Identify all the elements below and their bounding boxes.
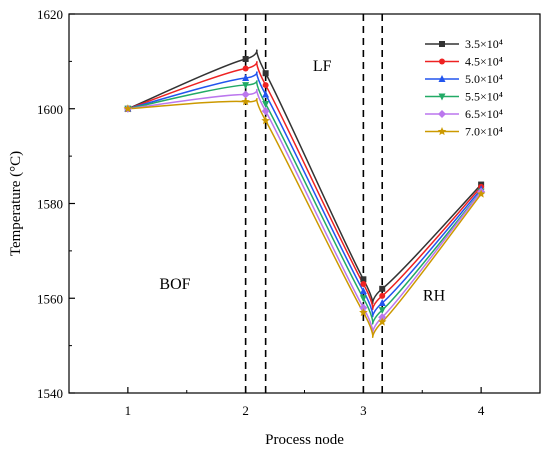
data-point bbox=[378, 313, 387, 322]
data-point bbox=[437, 127, 447, 136]
legend-entry-label: 5.0×10⁴ bbox=[465, 72, 503, 86]
data-point bbox=[438, 75, 446, 82]
data-point bbox=[262, 101, 270, 109]
data-point bbox=[438, 110, 446, 118]
x-tick-label: 2 bbox=[242, 403, 249, 418]
data-point bbox=[241, 97, 250, 106]
data-point bbox=[438, 93, 446, 101]
data-point bbox=[242, 65, 249, 72]
y-tick-label: 1600 bbox=[37, 102, 63, 117]
legend-entry-label: 3.5×10⁴ bbox=[465, 37, 503, 51]
y-tick-label: 1560 bbox=[37, 291, 63, 306]
series-line bbox=[127, 80, 482, 325]
y-tick-label: 1540 bbox=[37, 386, 63, 401]
y-axis-ticks: 1540 1560 1580 1600 1620 bbox=[37, 7, 75, 401]
data-point bbox=[360, 281, 367, 288]
data-point bbox=[241, 90, 250, 99]
data-point bbox=[359, 287, 367, 295]
region-label-bof: BOF bbox=[159, 276, 190, 293]
legend-entry-label: 6.5×10⁴ bbox=[465, 107, 503, 121]
data-point bbox=[262, 90, 270, 98]
data-point bbox=[359, 295, 367, 303]
data-point bbox=[261, 116, 270, 125]
data-point bbox=[378, 298, 386, 306]
x-tick-label: 4 bbox=[478, 403, 485, 418]
data-point bbox=[439, 41, 445, 47]
legend-entry-label: 4.5×10⁴ bbox=[465, 55, 503, 69]
data-point bbox=[262, 82, 269, 89]
x-tick-label: 1 bbox=[125, 403, 132, 418]
series-markers bbox=[123, 56, 486, 326]
series-line bbox=[127, 97, 482, 338]
data-point bbox=[123, 104, 133, 113]
y-tick-label: 1580 bbox=[37, 197, 63, 212]
data-point bbox=[379, 292, 386, 299]
series-lines bbox=[127, 49, 482, 338]
legend-entry-label: 5.5×10⁴ bbox=[465, 90, 503, 104]
data-point bbox=[242, 56, 249, 63]
x-axis-ticks: 1 2 3 4 bbox=[68, 387, 541, 418]
data-point bbox=[359, 303, 368, 312]
data-point bbox=[476, 189, 486, 198]
y-axis-title: Temperature (°C) bbox=[8, 151, 24, 256]
data-point bbox=[242, 73, 250, 81]
legend: 3.5×10⁴ 4.5×10⁴ 5.0×10⁴ 5.5×10⁴ 6.5×10⁴ 7.0×1… bbox=[425, 37, 503, 139]
data-point bbox=[439, 58, 445, 65]
region-label-rh: RH bbox=[423, 288, 446, 305]
series-line bbox=[127, 71, 482, 318]
data-point bbox=[262, 70, 269, 77]
data-point bbox=[261, 107, 270, 116]
x-axis-title: Process node bbox=[265, 432, 344, 448]
series-line bbox=[127, 49, 482, 305]
region-label-lf: LF bbox=[313, 58, 332, 75]
region-labels: BOF LF RH bbox=[159, 58, 445, 305]
data-point bbox=[377, 317, 387, 326]
data-point bbox=[378, 307, 386, 315]
data-point bbox=[379, 285, 386, 292]
x-tick-label: 3 bbox=[360, 403, 367, 418]
data-point bbox=[359, 307, 368, 317]
legend-entry-label: 7.0×10⁴ bbox=[465, 125, 503, 139]
data-point bbox=[242, 82, 250, 90]
data-point bbox=[360, 276, 367, 283]
series-line bbox=[127, 61, 482, 310]
y-tick-label: 1620 bbox=[37, 7, 63, 22]
